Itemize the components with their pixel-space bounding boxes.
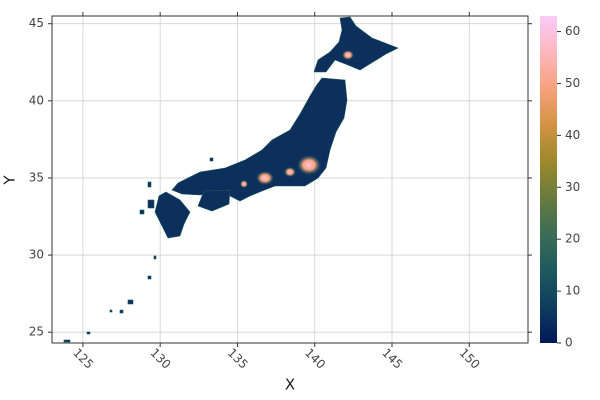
x-axis-label: X bbox=[285, 376, 295, 394]
colorbar-tick-label: 40 bbox=[565, 128, 580, 142]
colorbar bbox=[540, 16, 557, 343]
y-tick-label: 40 bbox=[29, 93, 44, 107]
x-tick-label: 135 bbox=[225, 346, 251, 372]
colorbar-tick-label: 10 bbox=[565, 284, 580, 298]
colorbar-tick-label: 30 bbox=[565, 180, 580, 194]
y-tick-label: 30 bbox=[29, 248, 44, 262]
colorbar-tick-label: 60 bbox=[565, 24, 580, 38]
x-tick-label: 150 bbox=[457, 346, 483, 372]
colorbar-tick-label: 50 bbox=[565, 76, 580, 90]
y-tick-label: 45 bbox=[29, 16, 44, 30]
colorbar-tick-label: 20 bbox=[565, 232, 580, 246]
urban-hotspots bbox=[240, 50, 354, 188]
x-tick-label: 125 bbox=[70, 346, 96, 372]
y-tick-label: 35 bbox=[29, 170, 44, 184]
x-tick-label: 145 bbox=[379, 346, 405, 372]
plot-frame bbox=[51, 15, 529, 344]
colorbar-tick-label: 0 bbox=[565, 336, 573, 350]
y-axis-label: Y bbox=[1, 175, 19, 186]
x-tick-label: 130 bbox=[147, 346, 173, 372]
y-tick-label: 25 bbox=[29, 325, 44, 339]
x-tick-label: 140 bbox=[302, 346, 328, 372]
map-land bbox=[63, 16, 399, 343]
